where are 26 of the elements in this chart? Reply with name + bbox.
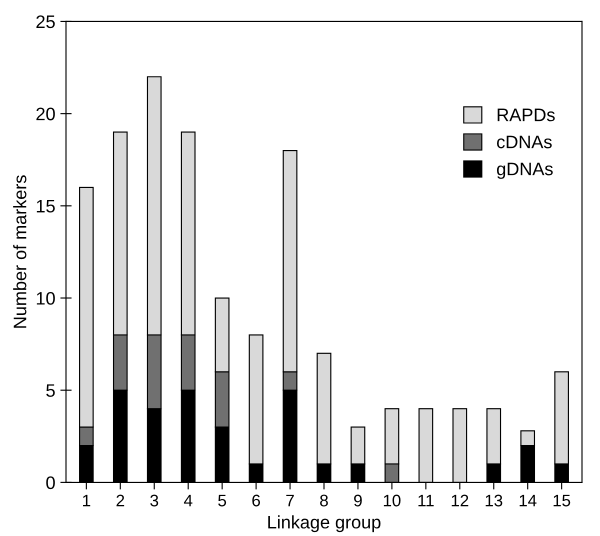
- x-tick-label: 2: [116, 494, 124, 506]
- y-tick-label: 25: [36, 15, 55, 28]
- x-tick-label: 15: [554, 494, 570, 506]
- x-tick-label: 13: [486, 494, 502, 506]
- x-tick-label: 4: [184, 494, 192, 506]
- x-tick-label: 7: [286, 494, 294, 506]
- x-tick-label: 8: [320, 494, 328, 506]
- x-tick-label: 10: [384, 494, 401, 506]
- x-tick-label: 5: [218, 494, 226, 506]
- x-tick-label: 3: [150, 494, 158, 506]
- x-axis-title: Linkage group: [268, 515, 380, 532]
- x-tick-label: 9: [354, 494, 362, 506]
- x-tick-label: 1: [83, 494, 90, 506]
- y-tick-label: 0: [46, 476, 55, 490]
- legend-label: gDNAs: [496, 162, 553, 179]
- y-tick-label: 20: [36, 108, 55, 120]
- legend-label: cDNAs: [497, 136, 552, 148]
- x-tick-label: 6: [252, 494, 260, 506]
- x-tick-label: 12: [452, 494, 468, 506]
- y-tick-label: 15: [36, 200, 55, 213]
- y-axis-title: Number of markers: [13, 175, 26, 328]
- legend-label: RAPDs: [498, 108, 555, 122]
- x-tick-label: 11: [418, 494, 434, 506]
- y-tick-label: 10: [36, 292, 55, 305]
- x-tick-label: 14: [520, 494, 536, 506]
- y-tick-label: 5: [46, 384, 55, 397]
